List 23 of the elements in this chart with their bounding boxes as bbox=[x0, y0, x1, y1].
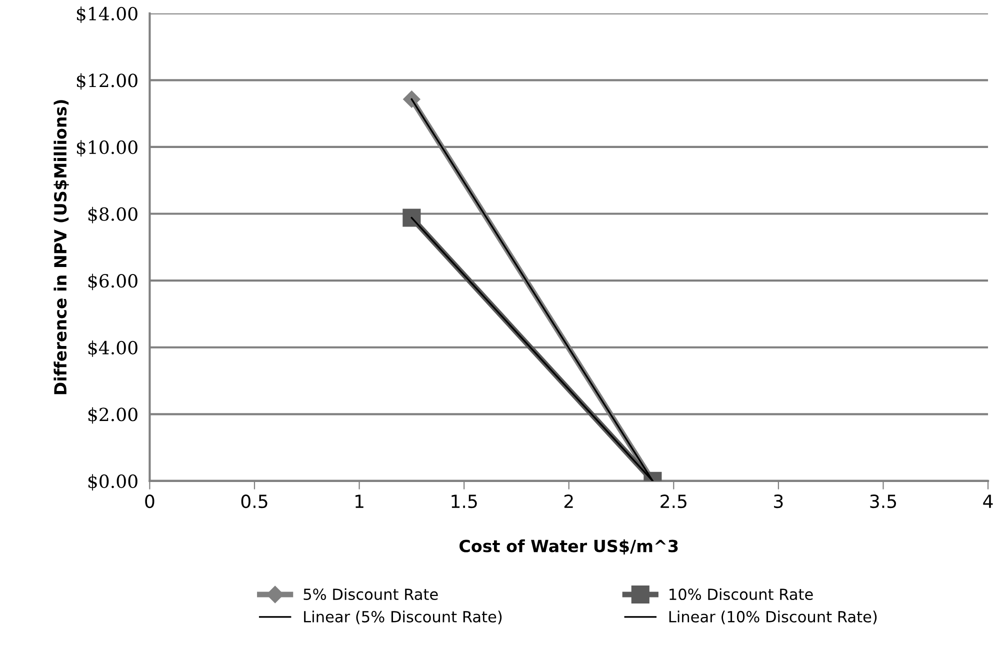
x-tick-label: 1.5 bbox=[452, 494, 477, 508]
legend-label: 5% Discount Rate bbox=[304, 588, 438, 600]
y-tick-label: $2.00 bbox=[88, 407, 138, 424]
y-tick-label: $0.00 bbox=[88, 474, 138, 490]
legend-label: Linear (10% Discount Rate) bbox=[669, 610, 877, 624]
y-tick-label: $8.00 bbox=[88, 206, 138, 224]
x-tick-label: 4 bbox=[983, 494, 993, 508]
y-tick-label: $14.00 bbox=[76, 6, 138, 23]
x-tick-label: 1 bbox=[356, 494, 364, 508]
y-tick-label: $6.00 bbox=[88, 274, 138, 290]
x-tick-label: 0.5 bbox=[241, 494, 268, 508]
y-tick-label: $4.00 bbox=[88, 340, 138, 357]
x-tick-label: 3 bbox=[774, 494, 783, 508]
x-axis-title: Cost of Water US$/m^3 bbox=[460, 539, 678, 555]
x-tick-label: 2.5 bbox=[660, 494, 686, 508]
y-tick-label: $10.00 bbox=[76, 140, 138, 156]
x-tick-label: 0 bbox=[145, 494, 154, 508]
legend-label: 10% Discount Rate bbox=[670, 588, 813, 600]
x-tick-label: 2 bbox=[564, 494, 573, 508]
y-axis-title: Difference in NPV (US$Millions) bbox=[54, 100, 69, 394]
x-tick-label: 3.5 bbox=[870, 494, 896, 508]
legend-label: Linear (5% Discount Rate) bbox=[304, 610, 502, 624]
y-tick-label: $12.00 bbox=[76, 73, 138, 90]
